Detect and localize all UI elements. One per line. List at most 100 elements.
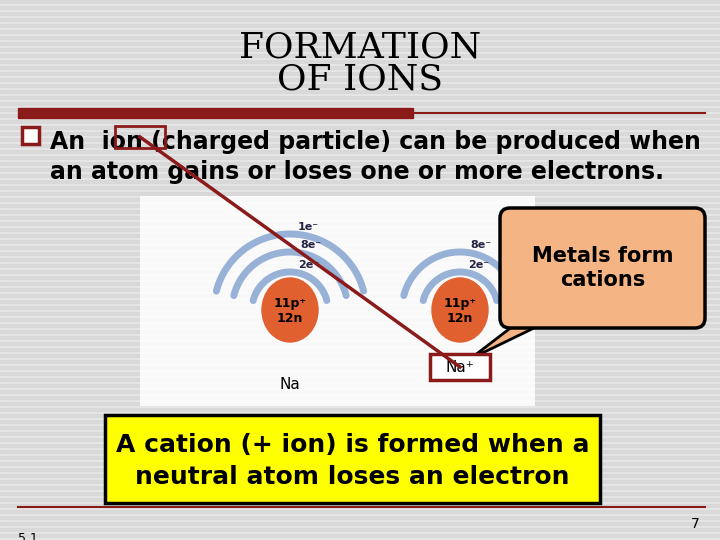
Bar: [0, 534, 720, 537]
Text: FORMATION: FORMATION: [239, 30, 481, 64]
Bar: [0, 498, 720, 501]
Bar: [23, 128, 38, 143]
Bar: [0, 432, 720, 435]
Bar: [0, 468, 720, 471]
Ellipse shape: [262, 278, 318, 342]
Bar: [0, 408, 720, 411]
Bar: [0, 186, 720, 189]
Bar: [0, 354, 720, 357]
Bar: [0, 78, 720, 81]
Bar: [0, 174, 720, 177]
Bar: [0, 48, 720, 51]
Bar: [0, 162, 720, 165]
Bar: [0, 234, 720, 237]
Bar: [0, 360, 720, 363]
Text: an atom gains or loses one or more electrons.: an atom gains or loses one or more elect…: [50, 160, 664, 184]
FancyBboxPatch shape: [500, 208, 705, 328]
Bar: [0, 522, 720, 525]
Bar: [0, 384, 720, 387]
Bar: [0, 420, 720, 423]
Bar: [0, 252, 720, 255]
Text: 8e⁻: 8e⁻: [470, 240, 491, 250]
Bar: [0, 414, 720, 417]
Bar: [0, 12, 720, 15]
Bar: [0, 204, 720, 207]
Bar: [0, 444, 720, 447]
Bar: [0, 348, 720, 351]
Text: 2e⁻: 2e⁻: [298, 260, 319, 270]
Bar: [0, 480, 720, 483]
Bar: [0, 198, 720, 201]
Bar: [430, 354, 490, 380]
Text: 12n: 12n: [276, 312, 303, 325]
Text: 2e⁻: 2e⁻: [468, 260, 489, 270]
Text: OF IONS: OF IONS: [277, 62, 443, 96]
Text: 11p⁺: 11p⁺: [444, 296, 477, 309]
Bar: [0, 6, 720, 9]
Bar: [0, 438, 720, 441]
Bar: [0, 210, 720, 213]
Text: An  ion (charged particle) can be produced when: An ion (charged particle) can be produce…: [50, 130, 701, 154]
Text: 5.1: 5.1: [18, 532, 38, 540]
Bar: [0, 126, 720, 129]
Bar: [0, 96, 720, 99]
Bar: [140, 196, 535, 406]
Bar: [18, 108, 413, 118]
Bar: [0, 294, 720, 297]
Bar: [0, 66, 720, 69]
Text: Na: Na: [279, 377, 300, 392]
Bar: [0, 132, 720, 135]
Bar: [0, 24, 720, 27]
Bar: [0, 84, 720, 87]
Bar: [0, 54, 720, 57]
Bar: [0, 258, 720, 261]
Bar: [0, 180, 720, 183]
Bar: [0, 336, 720, 339]
Bar: [0, 402, 720, 405]
Bar: [0, 288, 720, 291]
Bar: [0, 150, 720, 153]
Bar: [0, 372, 720, 375]
Bar: [0, 330, 720, 333]
Bar: [0, 396, 720, 399]
Bar: [0, 102, 720, 105]
Bar: [0, 318, 720, 321]
Bar: [0, 264, 720, 267]
Bar: [0, 168, 720, 171]
Bar: [0, 222, 720, 225]
Text: Metals form
cations: Metals form cations: [532, 246, 673, 289]
Bar: [0, 324, 720, 327]
Text: A cation (+ ion) is formed when a: A cation (+ ion) is formed when a: [116, 433, 589, 457]
Bar: [0, 18, 720, 21]
Text: Na⁺: Na⁺: [446, 360, 474, 375]
Bar: [0, 156, 720, 159]
Bar: [0, 120, 720, 123]
Bar: [105, 415, 600, 503]
Bar: [0, 342, 720, 345]
Bar: [0, 312, 720, 315]
Text: 7: 7: [691, 517, 700, 531]
Bar: [0, 462, 720, 465]
Bar: [0, 270, 720, 273]
Bar: [0, 36, 720, 39]
Text: 1e⁻: 1e⁻: [298, 222, 319, 232]
Bar: [0, 144, 720, 147]
Bar: [0, 90, 720, 93]
Bar: [0, 60, 720, 63]
Bar: [0, 108, 720, 111]
Bar: [0, 42, 720, 45]
Bar: [0, 510, 720, 513]
Bar: [0, 504, 720, 507]
Bar: [0, 192, 720, 195]
Bar: [115, 126, 165, 148]
Bar: [0, 366, 720, 369]
Bar: [0, 246, 720, 249]
Bar: [0, 306, 720, 309]
Bar: [0, 474, 720, 477]
Bar: [0, 0, 720, 3]
Bar: [0, 516, 720, 519]
Bar: [0, 228, 720, 231]
Bar: [0, 456, 720, 459]
Text: 8e⁻: 8e⁻: [300, 240, 321, 250]
Bar: [0, 30, 720, 33]
